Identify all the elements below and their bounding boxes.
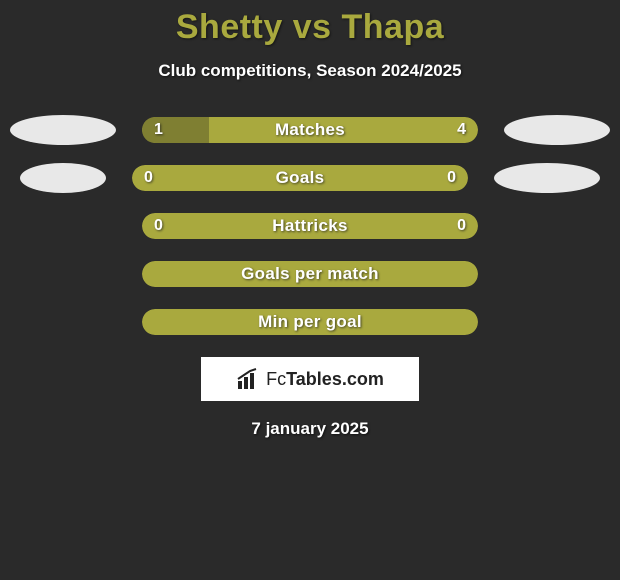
player-right-avatar [494,163,600,193]
subtitle: Club competitions, Season 2024/2025 [0,61,620,81]
stat-label: Hattricks [142,213,478,239]
page-title: Shetty vs Thapa [0,8,620,47]
snapshot-date: 7 january 2025 [0,419,620,439]
avatar-spacer [504,211,610,241]
stat-bar: Goals per match [142,261,478,287]
logo-text: FcTables.com [266,369,384,390]
stat-row: 00Hattricks [0,213,620,239]
stat-label: Min per goal [142,309,478,335]
fctables-logo[interactable]: FcTables.com [201,357,419,401]
stat-bar: 00Goals [132,165,468,191]
avatar-spacer [504,307,610,337]
stat-bar: Min per goal [142,309,478,335]
player-left-avatar [20,163,106,193]
stat-bar: 00Hattricks [142,213,478,239]
avatar-spacer [10,307,116,337]
stat-row: 00Goals [0,165,620,191]
player-left-avatar [10,115,116,145]
chart-icon [236,367,260,391]
avatar-spacer [10,259,116,289]
stat-rows: 14Matches 00Goals 00Hattricks Goals per mat… [0,117,620,335]
stat-row: Goals per match [0,261,620,287]
player-right-avatar [504,115,610,145]
stat-label: Goals [132,165,468,191]
stat-row: Min per goal [0,309,620,335]
avatar-spacer [504,259,610,289]
stat-row: 14Matches [0,117,620,143]
comparison-card: Shetty vs Thapa Club competitions, Seaso… [0,0,620,439]
stat-bar: 14Matches [142,117,478,143]
avatar-spacer [10,211,116,241]
stat-label: Goals per match [142,261,478,287]
stat-label: Matches [142,117,478,143]
